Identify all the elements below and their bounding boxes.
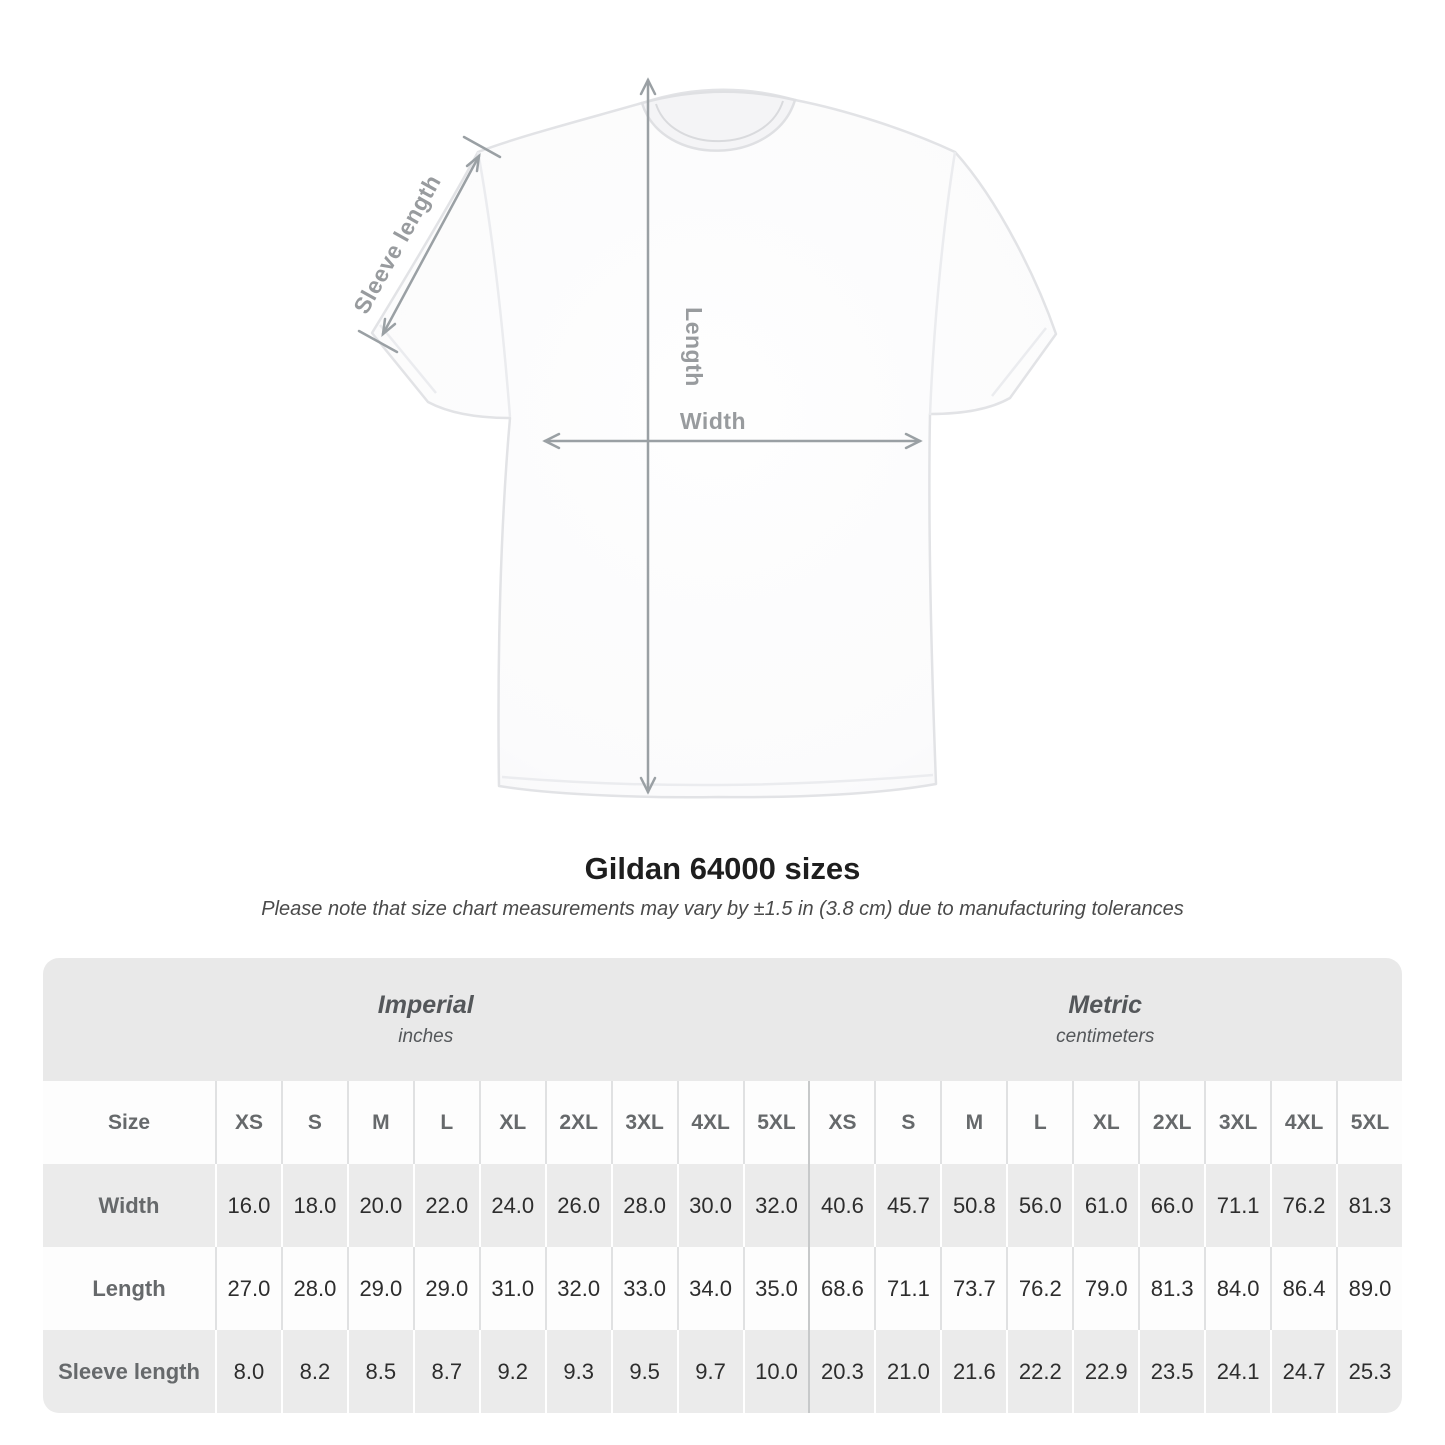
imperial-unit: inches bbox=[398, 1026, 454, 1047]
table-row-1-cell: 45.7 bbox=[874, 1164, 941, 1247]
table-row-1-cell: 24.0 bbox=[478, 1164, 545, 1247]
size-header-cell: 2XL bbox=[544, 1081, 611, 1164]
table-row-2-cell: 81.3 bbox=[1138, 1247, 1205, 1330]
table-row-2-cell: 84.0 bbox=[1204, 1247, 1271, 1330]
size-header-cell: XL bbox=[478, 1081, 545, 1164]
table-row-3-label: Sleeve length bbox=[43, 1330, 215, 1413]
table-row-1-cell: 30.0 bbox=[676, 1164, 743, 1247]
table-row-2-cell: 33.0 bbox=[610, 1247, 677, 1330]
table-row-3-cell: 23.5 bbox=[1138, 1330, 1205, 1413]
collar-opening bbox=[640, 90, 797, 152]
table-row-2-cell: 71.1 bbox=[874, 1247, 941, 1330]
table-row-1-cell: 32.0 bbox=[742, 1164, 809, 1247]
table-row-1-cell: 40.6 bbox=[808, 1164, 875, 1247]
tshirt-graphic bbox=[370, 88, 1058, 799]
table-row-3-cell: 24.1 bbox=[1204, 1330, 1271, 1413]
heading-block: Gildan 64000 sizes Please note that size… bbox=[0, 851, 1445, 921]
table-row-2-cell: 68.6 bbox=[808, 1247, 875, 1330]
table-row-2-cell: 86.4 bbox=[1270, 1247, 1337, 1330]
table-row-2-cell: 89.0 bbox=[1336, 1247, 1402, 1330]
size-header-label: Size bbox=[43, 1081, 215, 1164]
size-header-cell: 4XL bbox=[676, 1081, 743, 1164]
size-header-cell: L bbox=[1006, 1081, 1073, 1164]
table-row-3-cell: 8.2 bbox=[280, 1330, 347, 1413]
size-header-cell: 2XL bbox=[1138, 1081, 1205, 1164]
table-row-1-cell: 50.8 bbox=[940, 1164, 1007, 1247]
table-row-3-cell: 8.7 bbox=[412, 1330, 479, 1413]
size-header-cell: M bbox=[346, 1081, 413, 1164]
size-header-cell: XS bbox=[808, 1081, 875, 1164]
size-header-cell: M bbox=[940, 1081, 1007, 1164]
table-row-2-cell: 29.0 bbox=[412, 1247, 479, 1330]
size-header-cell: XS bbox=[215, 1081, 281, 1164]
table-row-3-cell: 22.9 bbox=[1072, 1330, 1139, 1413]
table-row-1-cell: 81.3 bbox=[1336, 1164, 1402, 1247]
table-row-2-cell: 76.2 bbox=[1006, 1247, 1073, 1330]
table-row-3-cell: 9.2 bbox=[478, 1330, 545, 1413]
width-label: Width bbox=[680, 408, 746, 434]
table-row-3-cell: 25.3 bbox=[1336, 1330, 1402, 1413]
tshirt-diagram: Sleeve length Length Width bbox=[348, 77, 1058, 799]
size-header-cell: 5XL bbox=[742, 1081, 809, 1164]
size-header-cell: 5XL bbox=[1336, 1081, 1402, 1164]
size-table: Imperial inches Metric centimeters Size X… bbox=[43, 958, 1402, 1413]
table-row-3-cell: 24.7 bbox=[1270, 1330, 1337, 1413]
table-row-2-cell: 31.0 bbox=[478, 1247, 545, 1330]
page-title: Gildan 64000 sizes bbox=[584, 851, 861, 886]
table-row-2-cell: 32.0 bbox=[544, 1247, 611, 1330]
size-header-cell: 4XL bbox=[1270, 1081, 1337, 1164]
sleeve-length-arrow bbox=[357, 135, 502, 354]
table-row-3-cell: 21.6 bbox=[940, 1330, 1007, 1413]
table-row-3-cell: 10.0 bbox=[742, 1330, 809, 1413]
table-row-1-cell: 26.0 bbox=[544, 1164, 611, 1247]
table-row-3-cell: 20.3 bbox=[808, 1330, 875, 1413]
table-row-1-cell: 56.0 bbox=[1006, 1164, 1073, 1247]
metric-unit: centimeters bbox=[1056, 1026, 1155, 1047]
size-header-cell: XL bbox=[1072, 1081, 1139, 1164]
table-row-3-cell: 22.2 bbox=[1006, 1330, 1073, 1413]
table-row-1-cell: 76.2 bbox=[1270, 1164, 1337, 1247]
size-header-cell: 3XL bbox=[610, 1081, 677, 1164]
table-row-3-cell: 9.5 bbox=[610, 1330, 677, 1413]
table-row-3-cell: 21.0 bbox=[874, 1330, 941, 1413]
table-row-2-cell: 73.7 bbox=[940, 1247, 1007, 1330]
tshirt-svg: Sleeve length Length Width bbox=[348, 77, 1058, 799]
table-row-2-cell: 79.0 bbox=[1072, 1247, 1139, 1330]
length-arrow bbox=[639, 77, 657, 795]
table-row-3-cell: 9.3 bbox=[544, 1330, 611, 1413]
imperial-group-header: Imperial inches bbox=[43, 958, 809, 1081]
table-row-1-cell: 28.0 bbox=[610, 1164, 677, 1247]
table-row-1-cell: 22.0 bbox=[412, 1164, 479, 1247]
imperial-label: Imperial bbox=[377, 991, 474, 1019]
table-row-2-label: Length bbox=[43, 1247, 215, 1330]
table-row-1-cell: 71.1 bbox=[1204, 1164, 1271, 1247]
metric-group-header: Metric centimeters bbox=[808, 958, 1402, 1081]
width-arrow bbox=[542, 432, 923, 450]
table-row-2-cell: 35.0 bbox=[742, 1247, 809, 1330]
table-row-1-cell: 61.0 bbox=[1072, 1164, 1139, 1247]
table-row-2-cell: 27.0 bbox=[215, 1247, 281, 1330]
size-header-cell: L bbox=[412, 1081, 479, 1164]
length-label: Length bbox=[681, 307, 707, 387]
seam-lines bbox=[379, 151, 1047, 787]
table-row-1-cell: 16.0 bbox=[215, 1164, 281, 1247]
size-header-cell: 3XL bbox=[1204, 1081, 1271, 1164]
table-row-1-cell: 20.0 bbox=[346, 1164, 413, 1247]
tolerance-note: Please note that size chart measurements… bbox=[261, 898, 1184, 920]
table-row-1-cell: 66.0 bbox=[1138, 1164, 1205, 1247]
table-row-3-cell: 8.0 bbox=[215, 1330, 281, 1413]
table-row-3-cell: 9.7 bbox=[676, 1330, 743, 1413]
table-row-2-cell: 28.0 bbox=[280, 1247, 347, 1330]
collar-band bbox=[655, 100, 784, 143]
table-row-2-cell: 29.0 bbox=[346, 1247, 413, 1330]
table-row-3-cell: 8.5 bbox=[346, 1330, 413, 1413]
table-row-1-cell: 18.0 bbox=[280, 1164, 347, 1247]
size-header-cell: S bbox=[874, 1081, 941, 1164]
size-header-cell: S bbox=[280, 1081, 347, 1164]
metric-label: Metric bbox=[1068, 991, 1143, 1019]
table-row-2-cell: 34.0 bbox=[676, 1247, 743, 1330]
table-row-1-label: Width bbox=[43, 1164, 215, 1247]
